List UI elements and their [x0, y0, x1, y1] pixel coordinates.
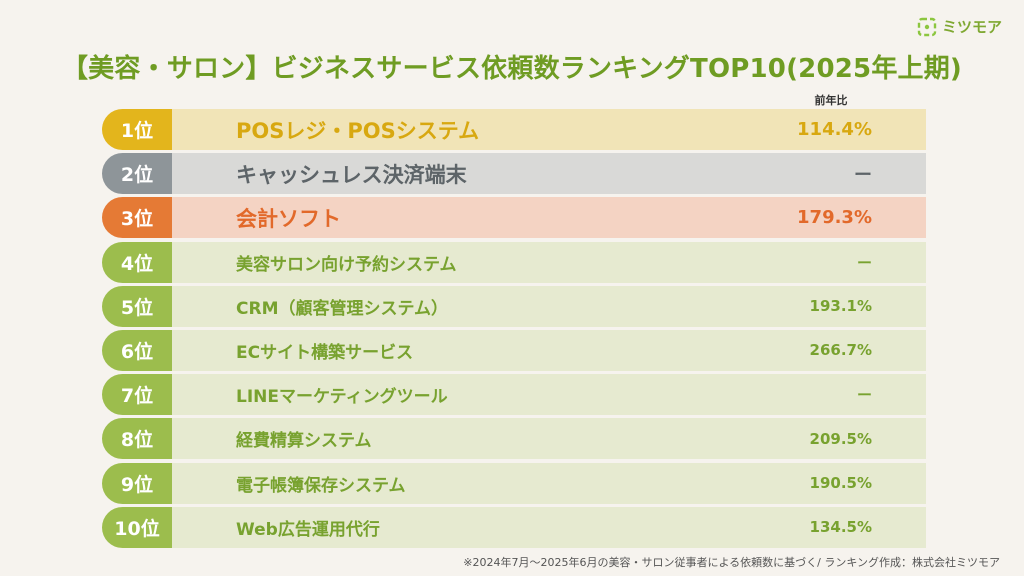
rank-badge: 9位: [102, 462, 172, 504]
yoy-value: 179.3%: [797, 207, 872, 229]
ranking-row-2: 2位 キャッシュレス決済端末 ー: [102, 153, 926, 195]
ranking-row-8: 8位 経費精算システム 209.5%: [102, 418, 926, 460]
footnote: ※2024年7月〜2025年6月の美容・サロン従事者による依頼数に基づく/ ラン…: [463, 556, 1000, 569]
rank-badge: 1位: [102, 109, 172, 150]
ranking-row-3: 3位 会計ソフト 179.3%: [102, 197, 926, 239]
rank-badge: 6位: [102, 329, 172, 371]
service-name: キャッシュレス決済端末: [236, 162, 467, 187]
page-title: 【美容・サロン】ビジネスサービス依頼数ランキングTOP10(2025年上期): [61, 54, 963, 84]
service-name: LINEマーケティングツール: [236, 387, 448, 408]
rank-badge: 5位: [102, 285, 172, 327]
yoy-value: ー: [856, 253, 872, 272]
rank-badge: 4位: [102, 241, 172, 283]
ranking-row-5: 5位 CRM（顧客管理システム） 193.1%: [102, 285, 926, 327]
service-name: 経費精算システム: [236, 431, 372, 452]
ranking-row-10: 10位 Web広告運用代行 134.5%: [102, 506, 926, 548]
ranking-list: 1位 POSレジ・POSシステム 114.4% 2位 キャッシュレス決済端末 ー…: [102, 109, 926, 551]
rank-badge: 3位: [102, 197, 172, 239]
ranking-row-1: 1位 POSレジ・POSシステム 114.4%: [102, 109, 926, 150]
yoy-value: 114.4%: [797, 119, 872, 140]
ranking-row-7: 7位 LINEマーケティングツール ー: [102, 374, 926, 416]
yoy-value: 134.5%: [809, 518, 872, 537]
ranking-row-9: 9位 電子帳簿保存システム 190.5%: [102, 462, 926, 504]
service-name: Web広告運用代行: [236, 519, 380, 540]
service-name: 美容サロン向け予約システム: [236, 254, 457, 275]
ranking-row-4: 4位 美容サロン向け予約システム ー: [102, 241, 926, 283]
yoy-value: 193.1%: [809, 297, 872, 316]
service-name: POSレジ・POSシステム: [236, 118, 480, 143]
yoy-column-header: 前年比: [814, 94, 848, 107]
brand-logo: ミツモア: [917, 16, 1002, 37]
service-name: CRM（顧客管理システム）: [236, 298, 448, 319]
service-name: ECサイト構築サービス: [236, 342, 414, 363]
yoy-value: ー: [856, 386, 872, 405]
yoy-value: 209.5%: [809, 429, 872, 448]
service-name: 会計ソフト: [236, 206, 341, 231]
ranking-row-6: 6位 ECサイト構築サービス 266.7%: [102, 329, 926, 371]
rank-badge: 8位: [102, 418, 172, 460]
rank-badge: 7位: [102, 374, 172, 416]
mitsumore-logo-icon: [917, 17, 937, 36]
logo-text: ミツモア: [941, 18, 1002, 36]
yoy-value: 190.5%: [809, 474, 872, 492]
service-name: 電子帳簿保存システム: [236, 475, 406, 496]
rank-badge: 10位: [102, 506, 172, 548]
yoy-value: ー: [854, 164, 872, 186]
yoy-value: 266.7%: [809, 341, 872, 360]
rank-badge: 2位: [102, 153, 172, 195]
